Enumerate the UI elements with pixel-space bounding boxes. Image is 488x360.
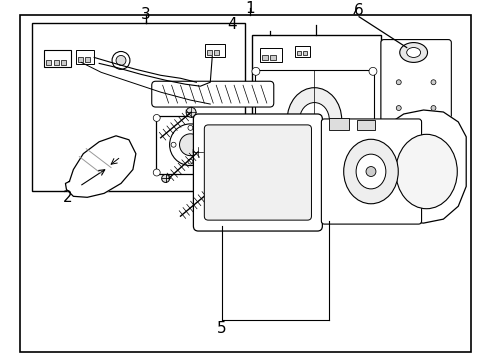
Bar	[45, 60, 50, 66]
Bar	[294, 45, 310, 58]
FancyBboxPatch shape	[204, 125, 311, 220]
Text: 1: 1	[244, 1, 254, 16]
Ellipse shape	[219, 114, 226, 121]
Text: 5: 5	[217, 321, 226, 336]
Bar	[262, 55, 267, 60]
Bar	[302, 51, 306, 55]
Bar	[214, 50, 219, 55]
Bar	[259, 48, 281, 62]
Bar	[251, 35, 380, 174]
Bar	[356, 120, 374, 130]
Ellipse shape	[355, 154, 385, 189]
Text: 2: 2	[62, 190, 72, 205]
Ellipse shape	[179, 134, 201, 156]
Bar	[32, 23, 244, 192]
Bar	[76, 50, 94, 64]
Ellipse shape	[286, 88, 341, 152]
Ellipse shape	[204, 142, 209, 147]
Ellipse shape	[430, 80, 435, 85]
Ellipse shape	[112, 51, 130, 69]
Bar	[78, 58, 83, 62]
Ellipse shape	[299, 103, 328, 137]
Ellipse shape	[153, 114, 160, 121]
Ellipse shape	[251, 165, 259, 172]
Ellipse shape	[368, 165, 376, 172]
FancyBboxPatch shape	[321, 119, 421, 224]
Ellipse shape	[395, 134, 456, 209]
Bar	[205, 44, 224, 58]
Ellipse shape	[395, 80, 401, 85]
Bar	[296, 51, 300, 55]
Ellipse shape	[162, 175, 169, 183]
Ellipse shape	[343, 139, 397, 204]
Ellipse shape	[406, 48, 420, 58]
Bar	[85, 58, 90, 62]
Ellipse shape	[219, 169, 226, 176]
Ellipse shape	[187, 159, 193, 164]
Ellipse shape	[116, 55, 126, 66]
Text: 6: 6	[353, 3, 363, 18]
Ellipse shape	[153, 169, 160, 176]
Ellipse shape	[205, 186, 215, 195]
Bar	[43, 50, 71, 67]
Ellipse shape	[309, 115, 319, 125]
Bar	[53, 60, 59, 66]
Ellipse shape	[171, 142, 176, 147]
Ellipse shape	[186, 107, 196, 117]
Bar	[269, 55, 275, 60]
Polygon shape	[65, 136, 136, 197]
Bar	[207, 50, 212, 55]
Text: 3: 3	[141, 7, 150, 22]
Ellipse shape	[399, 42, 427, 62]
Bar	[155, 116, 224, 174]
Ellipse shape	[395, 105, 401, 111]
FancyBboxPatch shape	[380, 40, 450, 135]
Ellipse shape	[193, 147, 203, 157]
Polygon shape	[378, 110, 465, 223]
Ellipse shape	[368, 67, 376, 75]
Bar	[328, 118, 348, 130]
Ellipse shape	[169, 124, 211, 166]
Bar	[254, 70, 373, 170]
FancyBboxPatch shape	[151, 81, 273, 107]
Bar	[61, 60, 66, 66]
FancyBboxPatch shape	[193, 114, 322, 231]
Text: 4: 4	[227, 17, 236, 32]
Ellipse shape	[430, 105, 435, 111]
Ellipse shape	[366, 167, 375, 176]
Ellipse shape	[251, 67, 259, 75]
Bar	[393, 122, 405, 130]
Ellipse shape	[187, 125, 193, 130]
Bar	[427, 122, 440, 130]
